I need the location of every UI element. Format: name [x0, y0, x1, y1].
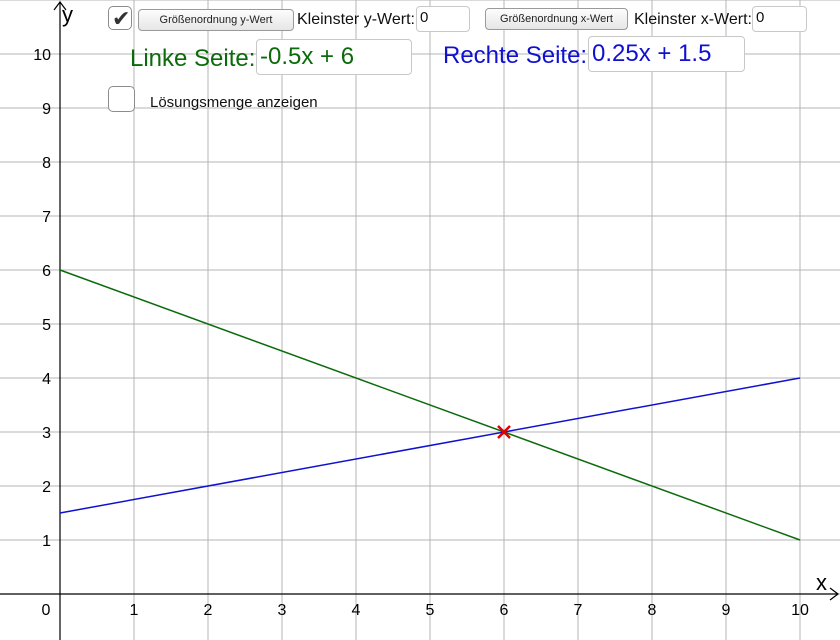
y-tick-label: 5: [42, 317, 51, 334]
series-line-right: [59, 377, 801, 514]
x-axis-arrow: [829, 587, 839, 601]
y-tick-label: 6: [42, 263, 51, 280]
min-y-label: Kleinster y-Wert:: [297, 11, 415, 28]
x-tick-label: 2: [204, 602, 213, 619]
left-side-label: Linke Seite:: [130, 45, 256, 72]
y-axis-label: y: [62, 2, 73, 27]
checkmark-icon: ✔: [112, 6, 131, 31]
x-magnitude-button[interactable]: Größenordnung x-Wert: [485, 8, 628, 30]
y-tick-label: 2: [42, 479, 51, 496]
x-tick-label: 7: [574, 602, 583, 619]
solution-set-label: Lösungsmenge anzeigen: [150, 94, 318, 111]
y-tick-label: 9: [42, 101, 51, 118]
y-tick-label: 4: [42, 371, 51, 388]
min-x-input[interactable]: 0: [752, 6, 807, 32]
x-axis-label: x: [816, 570, 827, 595]
intersection-marker-group: [497, 425, 511, 439]
right-side-label: Rechte Seite:: [443, 42, 588, 69]
intersection-marker: [497, 425, 511, 439]
y-tick-label: 7: [42, 209, 51, 226]
x-tick-label: 6: [500, 602, 509, 619]
solution-set-checkbox[interactable]: [108, 86, 135, 112]
series-line-left: [59, 269, 801, 541]
y-tick-label: 1: [42, 533, 51, 550]
y-tick-label: 3: [42, 425, 51, 442]
x-tick-label: 3: [278, 602, 287, 619]
min-x-label: Kleinster x-Wert:: [634, 11, 752, 28]
left-side-input[interactable]: -0.5x + 6: [256, 39, 412, 75]
x-tick-label: 1: [130, 602, 139, 619]
right-side-input[interactable]: 0.25x + 1.5: [588, 36, 745, 72]
x-tick-label: 5: [426, 602, 435, 619]
y-magnitude-button[interactable]: Größenordnung y-Wert: [138, 9, 294, 31]
min-y-input[interactable]: 0: [416, 6, 470, 32]
tick-labels: 0 1 2 3 4 5 6 7 8 9 10 1 2 3 4 5 6 7 8 9 10: [33, 47, 809, 619]
x-tick-label: 0: [42, 602, 51, 619]
y-axis-arrow: [53, 0, 67, 11]
series-lines: [59, 269, 801, 541]
range-checkbox[interactable]: ✔: [108, 6, 132, 31]
x-tick-label: 9: [722, 602, 731, 619]
y-tick-label: 10: [33, 47, 51, 64]
x-tick-label: 10: [791, 602, 809, 619]
x-tick-label: 8: [648, 602, 657, 619]
x-tick-label: 4: [352, 602, 361, 619]
y-tick-label: 8: [42, 155, 51, 172]
